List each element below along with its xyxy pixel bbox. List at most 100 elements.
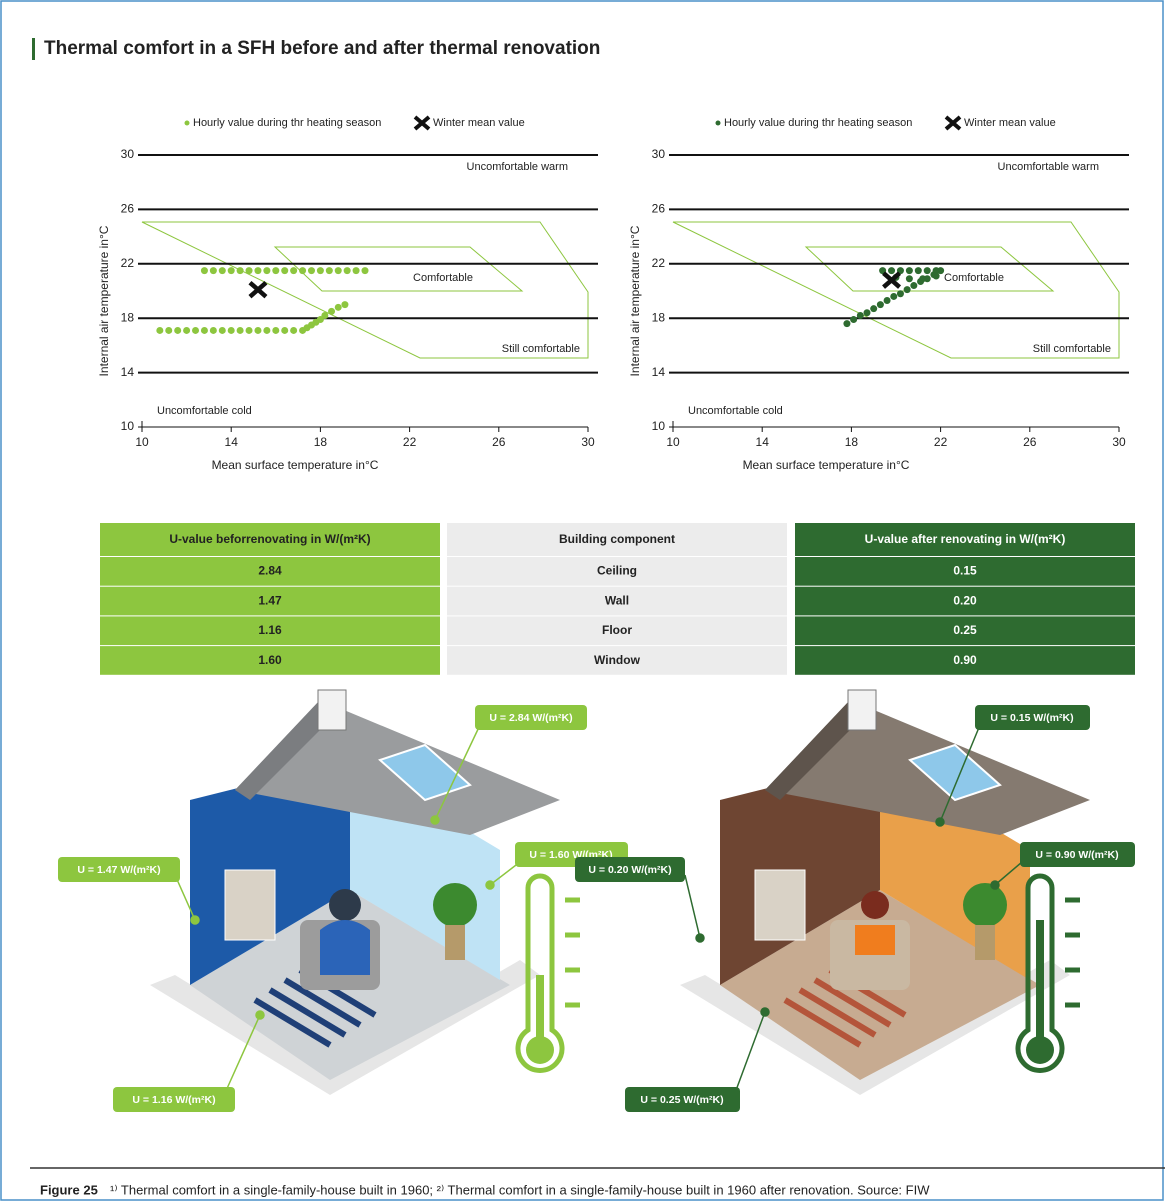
y-tick-label: 26 [121,202,135,216]
hourly-point [904,286,911,293]
zone-label: Uncomfortable cold [688,405,783,417]
zone-label: Uncomfortable warm [998,161,1099,173]
hourly-point [915,267,922,274]
legend-label: Hourly value during thr heating season [724,117,912,129]
zone-label: Uncomfortable cold [157,405,252,417]
hourly-point [281,267,288,274]
cell-text: Wall [605,593,629,607]
hourly-point [924,267,931,274]
cell-text: Window [594,653,641,667]
hourly-point [201,327,208,334]
hourly-point [919,275,926,282]
cell-text: Floor [602,623,632,637]
x-tick-label: 10 [135,435,149,449]
legend-label: Hourly value during thr heating season [193,117,381,129]
hourly-point [210,327,217,334]
cell-text: 2.84 [258,564,282,578]
hourly-point [192,327,199,334]
hourly-point [843,320,850,327]
u-label: U = 0.20 W/(m²K) [588,864,671,876]
hourly-point [183,327,190,334]
hourly-point [884,297,891,304]
hourly-point [254,327,261,334]
window [225,870,275,940]
hourly-point [362,267,369,274]
figure: Thermal comfort in a SFH before and afte… [0,0,1165,1201]
hourly-point [906,275,913,282]
hourly-point [237,267,244,274]
plant [963,883,1007,927]
legend-label: Winter mean value [433,117,525,129]
y-tick-label: 10 [121,419,135,433]
hourly-point [864,309,871,316]
u-label: U = 0.25 W/(m²K) [640,1094,723,1106]
y-axis-label: Internal air temperature in°C [628,225,642,376]
y-tick-label: 14 [652,365,666,379]
x-tick-label: 14 [225,435,239,449]
header-text: U-value after renovating in W/(m²K) [865,532,1066,546]
hourly-point [317,267,324,274]
hourly-point [219,267,226,274]
x-tick-label: 18 [845,435,859,449]
header-text: U-value beforrenovating in W/(m²K) [169,532,370,546]
thermometer-level [1036,920,1044,1045]
header-text: Building component [559,532,675,546]
person [329,889,361,921]
y-tick-label: 30 [652,147,666,161]
hourly-point [344,267,351,274]
zone-label: Comfortable [944,272,1004,284]
blanket [320,920,370,975]
hourly-point [174,327,181,334]
x-tick-label: 30 [581,435,595,449]
y-tick-label: 14 [121,365,135,379]
hourly-point [228,327,235,334]
page: Thermal comfort in a SFH before and afte… [0,0,1165,1201]
x-tick-label: 26 [492,435,506,449]
hourly-point [272,267,279,274]
hourly-point [890,293,897,300]
hourly-point [888,267,895,274]
zone-label: Still comfortable [1033,343,1111,355]
hourly-point [353,267,360,274]
hourly-point [246,327,253,334]
x-axis-label: Mean surface temperature in°C [743,458,910,472]
legend-marker [185,121,190,126]
y-tick-label: 22 [652,256,666,270]
hourly-point [272,327,279,334]
cell-text: 1.47 [258,593,282,607]
x-tick-label: 10 [666,435,680,449]
hourly-point [263,267,270,274]
hourly-point [857,312,864,319]
y-tick-label: 22 [121,256,135,270]
y-tick-label: 26 [652,202,666,216]
y-tick-label: 18 [121,310,135,324]
title: Thermal comfort in a SFH before and afte… [44,38,600,59]
hourly-point [897,290,904,297]
legend-marker [716,121,721,126]
y-tick-label: 18 [652,310,666,324]
hourly-point [237,327,244,334]
chimney [318,690,346,730]
y-axis-label: Internal air temperature in°C [97,225,111,376]
hourly-point [326,267,333,274]
hourly-point [246,267,253,274]
legend-label: Winter mean value [964,117,1056,129]
hourly-point [910,282,917,289]
window [755,870,805,940]
u-label: U = 1.47 W/(m²K) [77,864,160,876]
x-tick-label: 30 [1112,435,1126,449]
hourly-point [299,267,306,274]
hourly-point [201,267,208,274]
y-tick-label: 30 [121,147,135,161]
hourly-point [254,267,261,274]
cell-text: 0.20 [953,593,977,607]
cell-text: 1.16 [258,623,282,637]
hourly-point [228,267,235,274]
hourly-point [281,327,288,334]
hourly-point [219,327,226,334]
x-tick-label: 14 [756,435,770,449]
u-label: U = 2.84 W/(m²K) [489,712,572,724]
figure-number: Figure 25 [40,1182,98,1197]
x-axis-label: Mean surface temperature in°C [212,458,379,472]
u-label: U = 0.90 W/(m²K) [1035,849,1118,861]
